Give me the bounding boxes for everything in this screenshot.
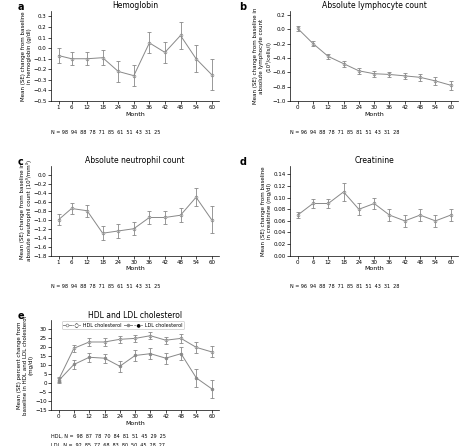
Text: d: d: [239, 157, 246, 167]
–○– HDL cholesterol: [102, 339, 107, 345]
–●– LDL cholesterol: [87, 355, 92, 360]
Text: N = 98  94  88  78  71  85  61  51  43  31  25: N = 98 94 88 78 71 85 61 51 43 31 25: [51, 130, 160, 135]
Text: N = 96  94  88  78  71  85  81  51  43  31  28: N = 96 94 88 78 71 85 81 51 43 31 28: [290, 130, 400, 135]
Text: HDL, N =  98  87  78  70  84  81  51  45  29  25: HDL, N = 98 87 78 70 84 81 51 45 29 25: [51, 434, 166, 439]
Y-axis label: Mean (SE) change from baseline
in creatinine (mg/dl): Mean (SE) change from baseline in creati…: [262, 166, 272, 256]
Y-axis label: Mean (SE) change from baseline in
absolute lymphocyte count
(10⁹/cells/l): Mean (SE) change from baseline in absolu…: [253, 8, 271, 104]
Text: N = 98  94  88  78  71  85  61  51  43  31  25: N = 98 94 88 78 71 85 61 51 43 31 25: [51, 285, 160, 289]
Title: Creatinine: Creatinine: [354, 156, 394, 165]
–○– HDL cholesterol: [132, 336, 138, 341]
–○– HDL cholesterol: [194, 345, 199, 350]
Line: –●– LDL cholesterol: –●– LDL cholesterol: [57, 352, 213, 390]
–○– HDL cholesterol: [209, 349, 214, 355]
–●– LDL cholesterol: [148, 351, 153, 356]
Title: Absolute lymphocyte count: Absolute lymphocyte count: [322, 1, 426, 10]
–●– LDL cholesterol: [102, 355, 107, 361]
–●– LDL cholesterol: [163, 355, 169, 361]
–●– LDL cholesterol: [194, 375, 199, 380]
Y-axis label: Mean (SE) change from baseline in
absolute neutrophil count (10⁹/mm³): Mean (SE) change from baseline in absolu…: [20, 160, 32, 261]
–●– LDL cholesterol: [56, 378, 62, 383]
Line: –○– HDL cholesterol: –○– HDL cholesterol: [57, 334, 213, 381]
–○– HDL cholesterol: [178, 336, 184, 341]
Text: e: e: [17, 311, 24, 322]
Text: b: b: [239, 2, 247, 12]
Legend: –○– HDL cholesterol, –●– LDL cholesterol: –○– HDL cholesterol, –●– LDL cholesterol: [62, 321, 184, 329]
X-axis label: Month: Month: [364, 266, 384, 271]
Text: LDL, N =  92  85  77  68  83  80  50  45  28  27: LDL, N = 92 85 77 68 83 80 50 45 28 27: [51, 443, 165, 446]
X-axis label: Month: Month: [125, 112, 145, 116]
Title: Hemoglobin: Hemoglobin: [112, 1, 158, 10]
–○– HDL cholesterol: [163, 338, 169, 343]
X-axis label: Month: Month: [125, 266, 145, 271]
–●– LDL cholesterol: [71, 362, 77, 367]
Text: c: c: [17, 157, 23, 167]
–○– HDL cholesterol: [71, 346, 77, 351]
–●– LDL cholesterol: [178, 351, 184, 356]
–○– HDL cholesterol: [87, 339, 92, 345]
Text: N = 96  94  88  78  71  85  81  51  43  31  28: N = 96 94 88 78 71 85 81 51 43 31 28: [290, 285, 400, 289]
Text: a: a: [17, 2, 24, 12]
–○– HDL cholesterol: [117, 337, 123, 342]
Y-axis label: Mean (SE) percent change from
baseline in HDL and LDL cholesterol
(mg/dl): Mean (SE) percent change from baseline i…: [17, 316, 34, 415]
Y-axis label: Mean (SE) change from baseline
in hemoglobin (g/dl): Mean (SE) change from baseline in hemogl…: [21, 11, 32, 101]
–●– LDL cholesterol: [209, 386, 214, 392]
–○– HDL cholesterol: [148, 333, 153, 339]
X-axis label: Month: Month: [364, 112, 384, 116]
–●– LDL cholesterol: [117, 363, 123, 369]
–○– HDL cholesterol: [56, 377, 62, 382]
–●– LDL cholesterol: [132, 353, 138, 358]
X-axis label: Month: Month: [125, 421, 145, 426]
Title: Absolute neutrophil count: Absolute neutrophil count: [85, 156, 185, 165]
Title: HDL and LDL cholesterol: HDL and LDL cholesterol: [88, 311, 182, 320]
